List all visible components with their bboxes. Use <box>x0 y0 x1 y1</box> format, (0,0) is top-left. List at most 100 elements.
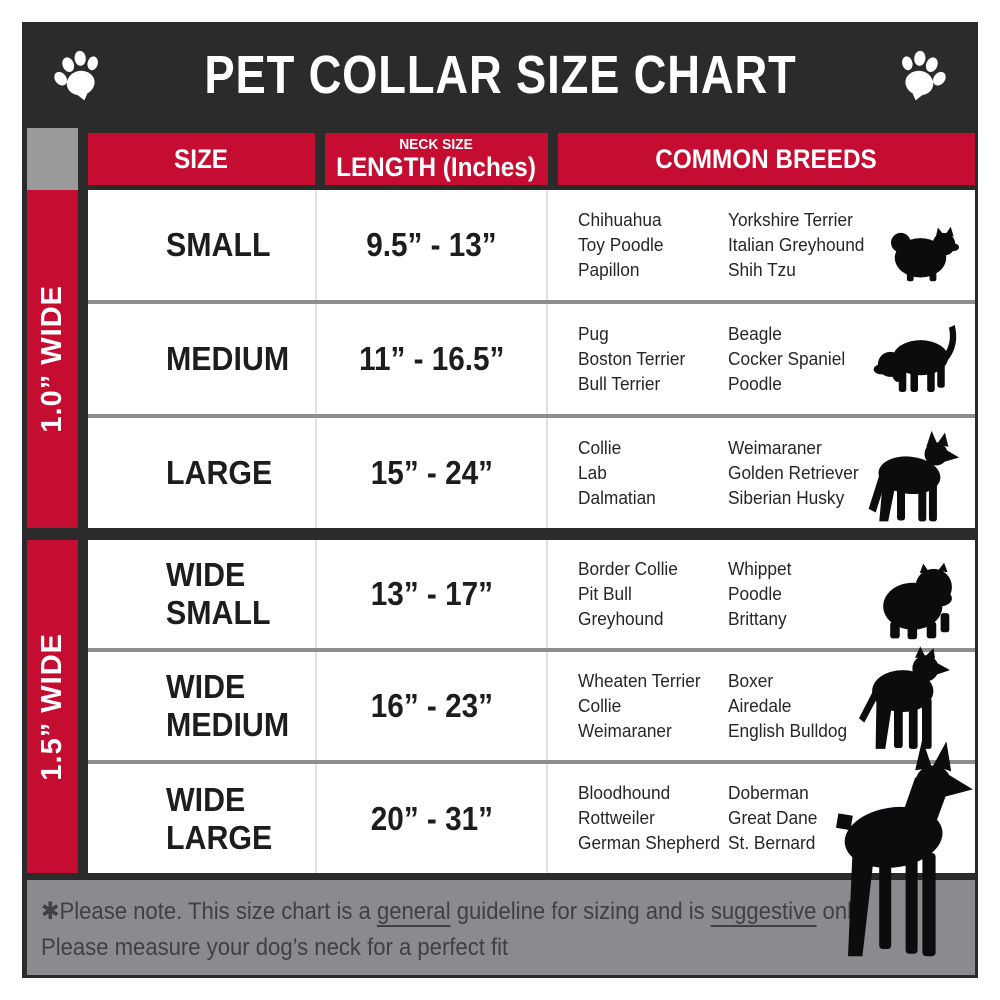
column-divider <box>315 304 317 414</box>
breed-name: Shih Tzu <box>728 259 796 280</box>
breed-name: Collie <box>578 437 622 458</box>
column-header-common-breeds: COMMON BREEDS <box>558 133 975 185</box>
german-shepherd-silhouette-icon <box>858 428 960 526</box>
breed-name: Brittany <box>728 608 787 629</box>
breed-list: Boxer Airedale English Bulldog <box>728 669 878 744</box>
doberman-silhouette-icon <box>812 738 974 962</box>
breed-name: Wheaten Terrier <box>578 670 701 691</box>
column-divider <box>546 418 548 528</box>
breed-name: Rottweiler <box>578 808 655 828</box>
size-table-body: SMALL 9.5” - 13” Chihuahua Toy Poodle Pa… <box>88 190 975 873</box>
breed-name: Lab <box>578 462 607 483</box>
paw-print-icon <box>894 47 950 103</box>
column-header-neck-top-label: NECK SIZE <box>399 136 474 153</box>
footer-underlined-word: suggestive <box>710 898 817 927</box>
breed-list: Collie Lab Dalmatian <box>578 436 728 511</box>
breed-name: Pug <box>578 323 609 344</box>
beagle-silhouette-icon <box>872 316 964 396</box>
size-label: WIDE LARGE <box>166 780 273 856</box>
column-divider <box>315 418 317 528</box>
footer-note: ✱Please note. This size chart is a gener… <box>27 880 975 975</box>
breed-list: Whippet Poodle Brittany <box>728 557 878 632</box>
column-divider <box>315 540 317 648</box>
row-divider <box>88 760 975 764</box>
width-band-1-5-label: 1.5” WIDE <box>36 632 68 781</box>
pit-bull-silhouette-icon <box>852 642 950 756</box>
footer-text: Please measure your dog’s neck for a per… <box>41 934 509 961</box>
table-row-wide-medium: WIDE MEDIUM 16” - 23” Wheaten Terrier Co… <box>88 652 975 760</box>
breed-name: Poodle <box>728 583 782 604</box>
row-divider <box>88 300 975 304</box>
breed-name: Weimaraner <box>578 720 672 741</box>
width-band-1-0-inch: 1.0” WIDE <box>27 190 78 528</box>
breed-name: St. Bernard <box>728 833 816 853</box>
breed-name: Collie <box>578 695 622 716</box>
breed-name: Beagle <box>728 323 782 344</box>
bulldog-silhouette-icon <box>878 558 958 644</box>
breed-name: Doberman <box>728 783 809 803</box>
breed-name: Cocker Spaniel <box>728 348 846 369</box>
neck-size-range: 15” - 24” <box>370 454 493 491</box>
table-row-medium: MEDIUM 11” - 16.5” Pug Boston Terrier Bu… <box>88 304 975 414</box>
breed-list: Bloodhound Rottweiler German Shepherd <box>578 781 728 856</box>
breed-list: Wheaten Terrier Collie Weimaraner <box>578 669 728 744</box>
size-label: MEDIUM <box>166 340 290 378</box>
neck-size-range: 11” - 16.5” <box>358 340 505 377</box>
breed-name: Siberian Husky <box>728 487 845 508</box>
breed-name: Yorkshire Terrier <box>728 209 853 230</box>
column-divider <box>315 190 317 300</box>
breed-list: Yorkshire Terrier Italian Greyhound Shih… <box>728 208 878 283</box>
footer-note-line-2: Please measure your dog’s neck for a per… <box>41 930 900 966</box>
group-1-5-wide: WIDE SMALL 13” - 17” Border Collie Pit B… <box>88 540 975 873</box>
breed-list: Pug Boston Terrier Bull Terrier <box>578 322 728 397</box>
breed-name: Border Collie <box>578 558 678 579</box>
breed-name: Toy Poodle <box>578 234 664 255</box>
column-divider <box>315 652 317 760</box>
breed-name: Whippet <box>728 558 792 579</box>
row-divider <box>88 648 975 652</box>
breed-name: Weimaraner <box>728 437 822 458</box>
size-label: WIDE SMALL <box>166 556 271 631</box>
breed-name: Papillon <box>578 259 640 280</box>
breed-name: Pit Bull <box>578 583 632 604</box>
neck-size-range: 16” - 23” <box>370 687 493 724</box>
breed-list: Beagle Cocker Spaniel Poodle <box>728 322 878 397</box>
breed-name: Poodle <box>728 373 782 394</box>
breed-list: Chihuahua Toy Poodle Papillon <box>578 208 728 283</box>
paw-print-icon <box>50 47 106 103</box>
group-1-0-wide: SMALL 9.5” - 13” Chihuahua Toy Poodle Pa… <box>88 190 975 528</box>
breed-name: Boxer <box>728 670 774 691</box>
page-title: PET COLLAR SIZE CHART <box>203 45 797 105</box>
neck-size-range: 20” - 31” <box>370 799 493 837</box>
breed-name: Greyhound <box>578 608 664 629</box>
neck-size-range: 9.5” - 13” <box>366 226 497 263</box>
column-header-size: SIZE <box>88 133 315 185</box>
footer-text: ✱Please note. This size chart is a <box>41 898 377 925</box>
breed-name: Boston Terrier <box>578 348 686 369</box>
size-label: SMALL <box>166 226 271 264</box>
column-divider <box>546 764 548 873</box>
breed-name: Italian Greyhound <box>728 234 865 255</box>
column-divider <box>546 304 548 414</box>
column-divider <box>315 764 317 873</box>
column-header-breeds-label: COMMON BREEDS <box>655 143 878 174</box>
breed-name: Airedale <box>728 695 792 716</box>
breed-name: German Shepherd <box>578 833 721 853</box>
width-band-1-0-label: 1.0” WIDE <box>36 285 68 433</box>
table-row-wide-small: WIDE SMALL 13” - 17” Border Collie Pit B… <box>88 540 975 648</box>
column-divider <box>546 652 548 760</box>
width-band-1-5-inch: 1.5” WIDE <box>27 540 78 873</box>
breed-name: Dalmatian <box>578 487 656 508</box>
column-header-neck-main-label: LENGTH (Inches) <box>336 152 537 182</box>
breed-name: Golden Retriever <box>728 462 859 483</box>
title-bar: PET COLLAR SIZE CHART <box>22 22 978 128</box>
breed-name: Chihuahua <box>578 209 662 230</box>
table-row-wide-large: WIDE LARGE 20” - 31” Bloodhound Rottweil… <box>88 764 975 873</box>
column-divider <box>546 540 548 648</box>
column-divider <box>546 190 548 300</box>
breed-list: Doberman Great Dane St. Bernard <box>728 781 878 856</box>
size-label: LARGE <box>166 454 273 492</box>
table-row-small: SMALL 9.5” - 13” Chihuahua Toy Poodle Pa… <box>88 190 975 300</box>
footer-text: guideline for sizing and is <box>450 898 711 925</box>
breed-list: Border Collie Pit Bull Greyhound <box>578 557 728 632</box>
